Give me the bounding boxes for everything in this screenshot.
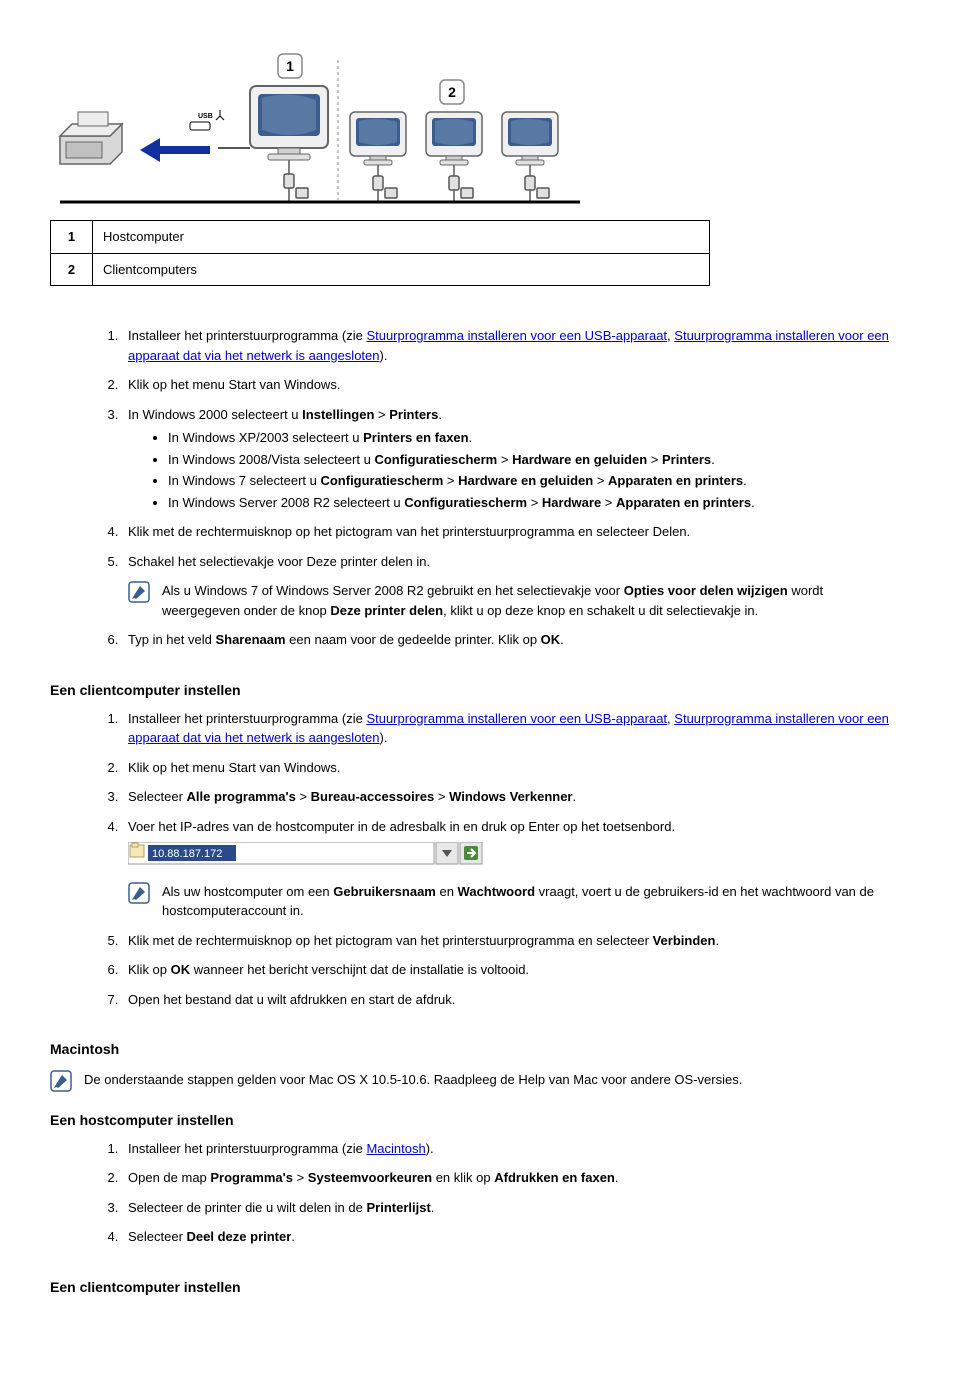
step-1: Installeer het printerstuurprogramma (zi… bbox=[122, 709, 904, 748]
note-block: De onderstaande stappen gelden voor Mac … bbox=[50, 1070, 904, 1098]
legend-text: Clientcomputers bbox=[93, 253, 710, 286]
mac-host-heading: Een hostcomputer instellen bbox=[50, 1110, 904, 1131]
step-2: Open de map Programma's > Systeemvoorkeu… bbox=[122, 1168, 904, 1188]
step-7: Open het bestand dat u wilt afdrukken en… bbox=[122, 990, 904, 1010]
client-heading: Een clientcomputer instellen bbox=[50, 680, 904, 701]
note-icon bbox=[128, 882, 150, 910]
step-4: Voer het IP-adres van de hostcomputer in… bbox=[122, 817, 904, 921]
mac-client-heading: Een clientcomputer instellen bbox=[50, 1277, 904, 1298]
table-row: 1 Hostcomputer bbox=[51, 221, 710, 254]
network-diagram: USB 1 2 bbox=[50, 30, 904, 210]
note-block: Als u Windows 7 of Windows Server 2008 R… bbox=[128, 581, 904, 620]
step-4: Klik met de rechtermuisknop op het picto… bbox=[122, 522, 904, 542]
svg-text:2: 2 bbox=[448, 84, 456, 100]
step-3: In Windows 2000 selecteert u Instellinge… bbox=[122, 405, 904, 513]
step-1: Installeer het printerstuurprogramma (zi… bbox=[122, 326, 904, 365]
diagram-legend-table: 1 Hostcomputer 2 Clientcomputers bbox=[50, 220, 710, 286]
os-variants-list: In Windows XP/2003 selecteert u Printers… bbox=[128, 428, 904, 512]
mac-host-steps: Installeer het printerstuurprogramma (zi… bbox=[50, 1139, 904, 1247]
table-row: 2 Clientcomputers bbox=[51, 253, 710, 286]
svg-text:USB: USB bbox=[198, 113, 213, 120]
note-block: Als uw hostcomputer om een Gebruikersnaa… bbox=[128, 882, 904, 921]
step-3: Selecteer Alle programma's > Bureau-acce… bbox=[122, 787, 904, 807]
svg-text:1: 1 bbox=[286, 58, 294, 74]
step-6: Klik op OK wanneer het bericht verschijn… bbox=[122, 960, 904, 980]
step-5: Schakel het selectievakje voor Deze prin… bbox=[122, 552, 904, 621]
link-usb-driver[interactable]: Stuurprogramma installeren voor een USB-… bbox=[366, 711, 667, 726]
step-6: Typ in het veld Sharenaam een naam voor … bbox=[122, 630, 904, 650]
legend-num: 1 bbox=[51, 221, 93, 254]
note-icon bbox=[50, 1070, 72, 1098]
link-usb-driver[interactable]: Stuurprogramma installeren voor een USB-… bbox=[366, 328, 667, 343]
svg-text:10.88.187.172: 10.88.187.172 bbox=[152, 848, 222, 860]
legend-text: Hostcomputer bbox=[93, 221, 710, 254]
mac-heading: Macintosh bbox=[50, 1039, 904, 1060]
step-1: Installeer het printerstuurprogramma (zi… bbox=[122, 1139, 904, 1159]
legend-num: 2 bbox=[51, 253, 93, 286]
step-2: Klik op het menu Start van Windows. bbox=[122, 758, 904, 778]
step-2: Klik op het menu Start van Windows. bbox=[122, 375, 904, 395]
host-setup-steps: Installeer het printerstuurprogramma (zi… bbox=[50, 326, 904, 650]
note-icon bbox=[128, 581, 150, 609]
step-4: Selecteer Deel deze printer. bbox=[122, 1227, 904, 1247]
link-macintosh[interactable]: Macintosh bbox=[366, 1141, 425, 1156]
address-bar-image: 10.88.187.172 bbox=[128, 842, 904, 872]
step-3: Selecteer de printer die u wilt delen in… bbox=[122, 1198, 904, 1218]
step-5: Klik met de rechtermuisknop op het picto… bbox=[122, 931, 904, 951]
client-setup-steps: Installeer het printerstuurprogramma (zi… bbox=[50, 709, 904, 1010]
